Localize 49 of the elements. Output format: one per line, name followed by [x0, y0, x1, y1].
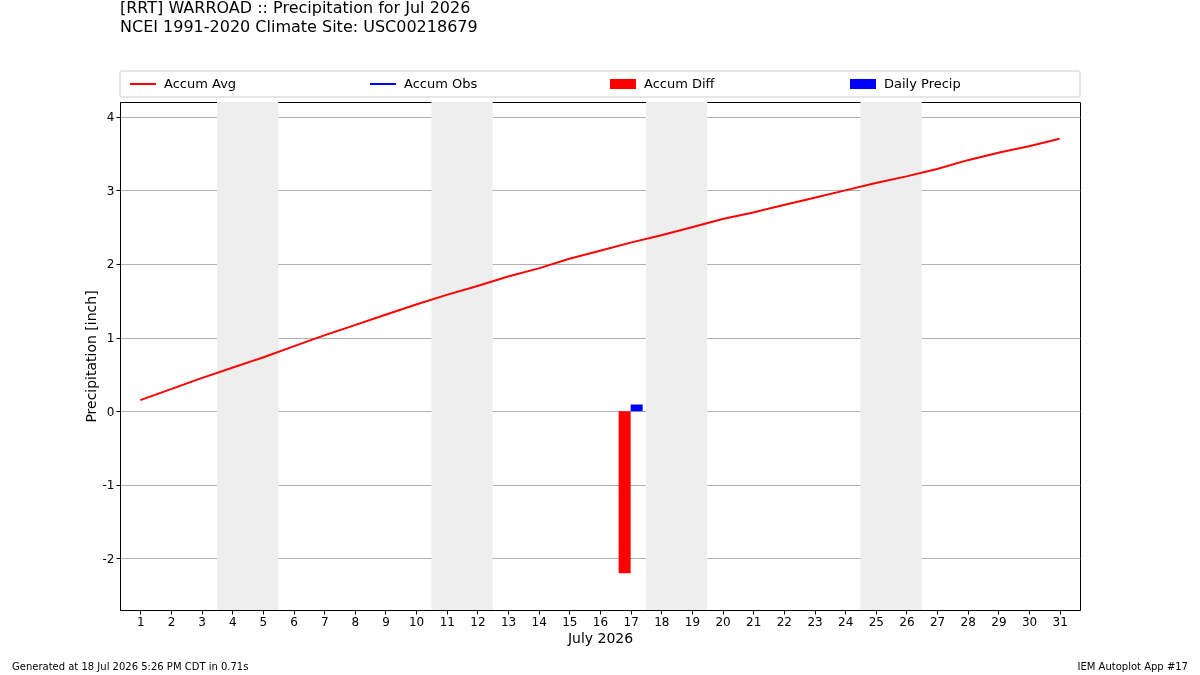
x-tick-label: 11 [439, 614, 455, 629]
x-tick-label: 22 [776, 614, 793, 629]
x-tick-label: 2 [167, 614, 176, 629]
x-tick-label: 20 [715, 614, 731, 629]
x-tick-label: 16 [592, 614, 609, 629]
x-tick-label: 10 [408, 614, 425, 629]
x-tick-label: 27 [929, 614, 946, 629]
x-tick-label: 18 [654, 614, 670, 629]
x-tick-label: 19 [684, 614, 701, 629]
x-tick-label: 21 [746, 614, 762, 629]
x-tick-label: 14 [531, 614, 547, 629]
y-axis-title: Precipitation [inch] [82, 290, 99, 423]
x-tick-label: 5 [259, 614, 268, 629]
x-axis-title: July 2026 [566, 629, 634, 646]
y-tick-label: 4 [106, 110, 115, 125]
x-tick-label: 23 [807, 614, 823, 629]
chart-subtitle: NCEI 1991-2020 Climate Site: USC00218679 [120, 16, 478, 36]
x-tick-label: 7 [320, 614, 329, 629]
x-tick-label: 3 [198, 614, 206, 629]
legend-label: Accum Diff [644, 76, 716, 91]
x-tick-label: 6 [290, 614, 298, 629]
text: IEM Autoplot App #17 [1077, 661, 1188, 672]
legend-label: Daily Precip [884, 76, 961, 91]
x-tick-label: 17 [623, 614, 639, 629]
chart-title: [RRT] WARROAD :: Precipitation for Jul 2026 [120, 0, 471, 17]
y-tick-label: 1 [106, 331, 115, 346]
y-tick-label: -1 [102, 478, 115, 493]
legend-label: Accum Obs [404, 76, 478, 91]
x-tick-label: 15 [562, 614, 578, 629]
y-tick-label: 3 [106, 183, 115, 198]
x-tick-label: 1 [137, 614, 145, 629]
legend-label: Accum Avg [164, 76, 237, 91]
x-tick-label: 26 [899, 614, 915, 629]
y-tick-label: 0 [106, 404, 115, 419]
y-tick-label: -2 [102, 551, 115, 566]
x-tick-label: 9 [382, 614, 390, 629]
x-tick-label: 30 [1021, 614, 1038, 629]
x-tick-label: 8 [351, 614, 360, 629]
y-tick-label: 2 [106, 257, 115, 272]
x-tick-label: 4 [228, 614, 237, 629]
x-tick-label: 25 [868, 614, 884, 629]
x-tick-label: 31 [1052, 614, 1068, 629]
x-tick-label: 12 [470, 614, 486, 629]
x-tick-label: 13 [500, 614, 517, 629]
line-series [139, 137, 1061, 402]
x-tick-label: 28 [960, 614, 976, 629]
text: Generated at 18 Jul 2026 5:26 PM CDT in 0.71s [12, 661, 249, 672]
x-tick-label: 29 [991, 614, 1007, 629]
x-tick-label: 24 [838, 614, 854, 629]
